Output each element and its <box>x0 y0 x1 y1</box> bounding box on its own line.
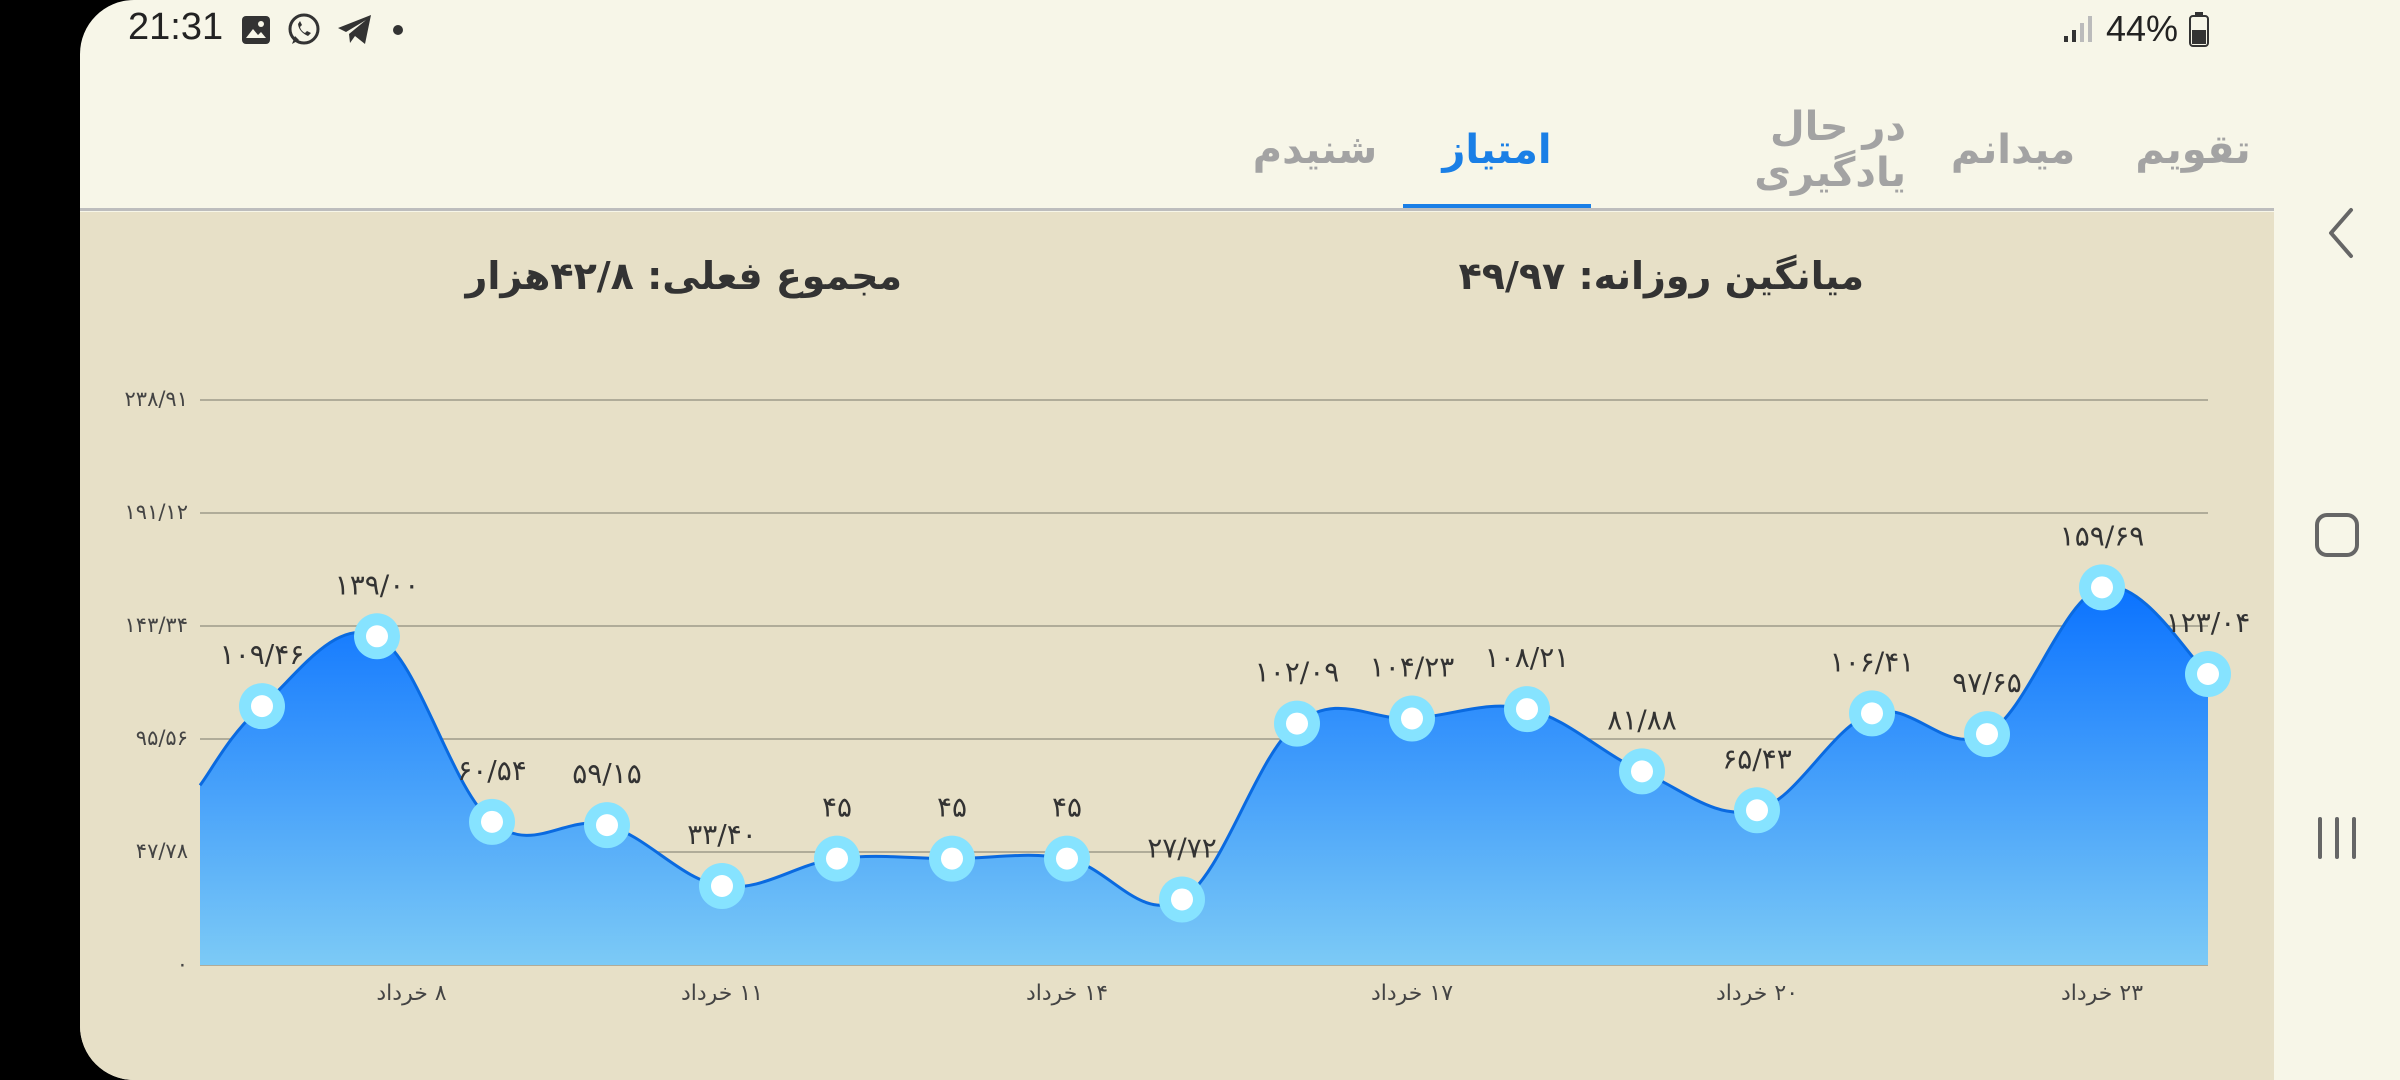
data-label: ۱۰۶/۴۱ <box>1830 645 1915 678</box>
data-label: ۱۲۳/۰۴ <box>2166 606 2251 639</box>
x-tick-label: ۲۳ خرداد <box>2061 981 2143 1006</box>
whatsapp-icon <box>288 13 320 45</box>
data-label: ۴۵ <box>937 791 967 824</box>
tab-label: میدانم <box>1950 127 2076 173</box>
x-tick-label: ۸ خرداد <box>376 981 446 1006</box>
tab-know[interactable]: میدانم <box>1922 90 2104 210</box>
current-total: مجموع فعلی: ۴۲/۸هزار <box>465 254 902 298</box>
data-label: ۱۰۹/۴۶ <box>220 638 305 671</box>
y-tick-label: ۴۷/۷۸ <box>136 839 188 863</box>
battery-percentage: 44% <box>2105 8 2178 49</box>
data-point-center <box>1286 712 1308 735</box>
tab-label: در حال یادگیری <box>1754 104 1906 196</box>
battery-icon <box>2189 12 2209 47</box>
data-label: ۱۰۸/۲۱ <box>1485 641 1570 674</box>
x-tick-label: ۲۰ خرداد <box>1716 981 1798 1006</box>
data-point-center <box>2091 576 2113 599</box>
data-point-center <box>1861 702 1883 725</box>
chevron-left-icon[interactable] <box>2326 206 2356 260</box>
data-label: ۱۵۹/۶۹ <box>2060 519 2145 552</box>
status-system-icons: 44% <box>2062 8 2210 50</box>
tab-label: امتیاز <box>1442 127 1552 173</box>
data-label: ۶۵/۴۳ <box>1722 742 1792 775</box>
data-label: ۱۳۹/۰۰ <box>335 568 420 601</box>
x-tick-label: ۱۴ خرداد <box>1026 981 1108 1006</box>
data-point-center <box>826 847 848 870</box>
data-label: ۱۰۲/۰۹ <box>1255 656 1340 689</box>
x-tick-label: ۱۱ خرداد <box>681 981 763 1006</box>
data-point-center <box>711 875 733 898</box>
score-chart: ۰ ۴۷/۷۸ ۹۵/۵۶ ۱۴۳/۳۴ ۱۹۱/۱۲ ۲۳۸/۹۱ ۱۰۹/۴۶ ۱۳۹/۰… <box>125 387 2251 1006</box>
y-tick-label: ۱۹۱/۱۲ <box>125 500 188 524</box>
tab-divider <box>80 208 2274 211</box>
status-notification-icons <box>240 12 408 48</box>
data-label: ۶۰/۵۴ <box>457 754 527 787</box>
tab-score[interactable]: امتیاز <box>1403 90 1591 210</box>
data-label: ۱۰۴/۲۳ <box>1370 651 1455 684</box>
signal-icon <box>2063 16 2092 42</box>
data-label: ۳۳/۴۰ <box>687 818 757 851</box>
tab-label: شنیدم <box>1252 127 1378 173</box>
dot-icon <box>393 25 403 35</box>
telegram-icon <box>338 15 371 44</box>
data-point-center <box>366 625 388 648</box>
data-point-center <box>1976 723 1998 746</box>
tab-calendar[interactable]: تقویم <box>2120 90 2266 210</box>
data-label: ۸۱/۸۸ <box>1607 703 1677 736</box>
data-point-center <box>1516 698 1538 721</box>
recent-apps-icon[interactable] <box>2314 815 2360 861</box>
active-tab-indicator <box>1403 204 1591 210</box>
tab-bar: تقویم میدانم در حال یادگیری امتیاز شنیدم <box>80 90 2274 210</box>
data-label: ۲۷/۷۲ <box>1147 831 1217 864</box>
data-point-center <box>2197 663 2219 686</box>
data-label: ۴۵ <box>822 791 852 824</box>
data-label: ۵۹/۱۵ <box>572 757 642 790</box>
tab-label: تقویم <box>2135 127 2251 173</box>
score-panel: میانگین روزانه: ۴۹/۹۷ مجموع فعلی: ۴۲/۸هز… <box>80 212 2274 1080</box>
data-point-center <box>481 810 503 833</box>
y-tick-label: ۰ <box>177 952 188 976</box>
system-navigation-bar <box>2274 0 2400 1080</box>
chart-area <box>200 586 2208 965</box>
data-point-center <box>1171 888 1193 911</box>
x-tick-label: ۱۷ خرداد <box>1371 981 1453 1006</box>
daily-average: میانگین روزانه: ۴۹/۹۷ <box>1458 254 1864 298</box>
data-point-center <box>1056 847 1078 870</box>
data-point-center <box>1631 760 1653 783</box>
data-point-center <box>1401 707 1423 730</box>
y-tick-label: ۹۵/۵۶ <box>136 726 188 750</box>
tab-learning[interactable]: در حال یادگیری <box>1618 90 1906 210</box>
data-point-center <box>941 847 963 870</box>
tab-heard[interactable]: شنیدم <box>1240 90 1390 210</box>
data-point-center <box>251 695 273 718</box>
data-label: ۹۷/۶۵ <box>1952 666 2022 699</box>
home-button-icon[interactable] <box>2314 512 2360 558</box>
app-screen: 21:31 44% <box>80 0 2274 1080</box>
gallery-icon <box>242 16 270 44</box>
data-point-center <box>596 814 618 837</box>
data-label: ۴۵ <box>1052 791 1082 824</box>
status-time: 21:31 <box>128 6 224 48</box>
y-tick-label: ۲۳۸/۹۱ <box>125 387 188 411</box>
data-point-center <box>1746 799 1768 822</box>
y-tick-label: ۱۴۳/۳۴ <box>125 613 188 637</box>
